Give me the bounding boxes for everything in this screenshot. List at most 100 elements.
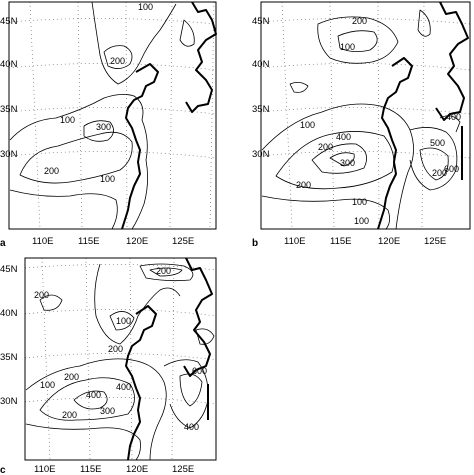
contour-label: 200: [110, 56, 125, 66]
coastline: [121, 63, 159, 230]
contour-line: [195, 328, 215, 345]
contour-line: [409, 127, 458, 191]
lon-label: 110E: [34, 464, 55, 475]
contour-label: 200: [34, 290, 49, 300]
contour-line: [139, 263, 194, 282]
contour-line: [39, 377, 135, 421]
contour-label: 300: [96, 122, 111, 132]
coastline: [183, 257, 213, 377]
contour-label: 300: [340, 158, 355, 168]
contour-label: 100: [354, 216, 369, 226]
contour-label: 100: [116, 316, 131, 326]
coastline: [377, 57, 413, 230]
contour-label: 400: [116, 382, 131, 392]
contour-line: [73, 390, 108, 410]
lon-label: 120E: [126, 236, 148, 247]
contour-label: 100: [138, 2, 153, 12]
contour-line: [94, 263, 181, 345]
contour-line: [9, 94, 148, 230]
lon-label: 110E: [32, 236, 53, 247]
lat-gridline: [260, 63, 471, 71]
lat-label: 35N: [252, 104, 270, 115]
contour-line: [25, 358, 167, 461]
panel-letter: b: [252, 238, 258, 249]
contour-line: [103, 45, 133, 69]
contour-label: 400: [446, 112, 461, 122]
lon-label: 120E: [126, 464, 148, 475]
lon-label: 125E: [424, 236, 446, 247]
lat-label: 40N: [0, 308, 18, 319]
contour-label: 200: [352, 16, 367, 26]
contour-label: 200: [64, 372, 79, 382]
contour-label: 300: [100, 406, 115, 416]
lon-label: 115E: [80, 464, 101, 475]
lat-label: 40N: [0, 59, 18, 70]
contour-label: 200: [156, 266, 171, 276]
contour-label: 100: [300, 120, 315, 130]
contour-line: [261, 103, 414, 230]
lat-gridline: [8, 18, 217, 25]
lon-label: 115E: [330, 236, 351, 247]
contour-line: [149, 267, 183, 277]
lon-label: 110E: [284, 236, 305, 247]
lon-gridline: [171, 257, 175, 461]
coastline: [435, 1, 469, 121]
lat-label: 45N: [252, 16, 270, 27]
lat-label: 45N: [0, 264, 18, 275]
lat-gridline: [8, 151, 217, 159]
contour-line: [317, 16, 399, 64]
coastline: [125, 305, 157, 461]
contour-label: 400: [184, 422, 199, 432]
contour-label: 100: [40, 380, 55, 390]
panel-a: 45N 40N 35N 30N 110E 115E 120E 125E a 10…: [0, 1, 217, 249]
contour-line: [275, 131, 395, 190]
contour-line: [179, 373, 203, 407]
lon-label: 125E: [172, 236, 194, 247]
panel-b: 45N 40N 35N 30N 110E 115E 120E 125E b 20…: [252, 1, 471, 249]
panel-c: 45N 40N 35N 30N 110E 115E 120E 125E c 20…: [0, 257, 217, 475]
lon-gridline: [377, 1, 380, 230]
contour-line: [337, 30, 378, 52]
contour-label: 200: [62, 410, 77, 420]
lat-label: 35N: [0, 104, 18, 115]
coastline: [185, 1, 217, 113]
lon-gridline: [129, 257, 133, 461]
lon-label: 115E: [78, 236, 99, 247]
contour-line: [91, 1, 177, 85]
contour-line: [25, 423, 141, 461]
contour-label: 100: [352, 197, 367, 207]
contour-label: 600: [192, 366, 207, 376]
lat-label: 45N: [0, 16, 18, 27]
contour-label: 100: [100, 174, 115, 184]
contour-label: 200: [318, 142, 333, 152]
lat-gridline: [260, 18, 471, 25]
lon-gridline: [281, 1, 293, 230]
panel-letter: c: [0, 465, 6, 475]
map-frame: [8, 1, 217, 230]
contour-label: 200: [432, 168, 447, 178]
lon-gridline: [329, 1, 335, 230]
contour-line: [289, 82, 309, 93]
contour-line: [109, 311, 135, 331]
lat-label: 30N: [0, 149, 18, 160]
contour-label: 100: [340, 42, 355, 52]
contour-line: [179, 19, 195, 47]
contour-line: [329, 152, 355, 167]
lat-gridline: [8, 107, 217, 115]
lat-gridline: [8, 63, 217, 71]
contour-line: [9, 189, 118, 230]
lat-label: 30N: [252, 149, 270, 160]
lat-label: 35N: [0, 352, 18, 363]
lon-label: 120E: [378, 236, 400, 247]
lat-label: 30N: [0, 396, 18, 407]
contour-line: [261, 195, 390, 230]
map-frame: [24, 257, 217, 461]
contour-label: 400: [336, 132, 351, 142]
contour-line: [39, 294, 63, 311]
lat-gridline: [260, 151, 471, 159]
lat-gridline: [260, 107, 471, 115]
contour-line: [417, 9, 431, 37]
lon-gridline: [85, 257, 91, 461]
contour-label: 400: [86, 390, 101, 400]
